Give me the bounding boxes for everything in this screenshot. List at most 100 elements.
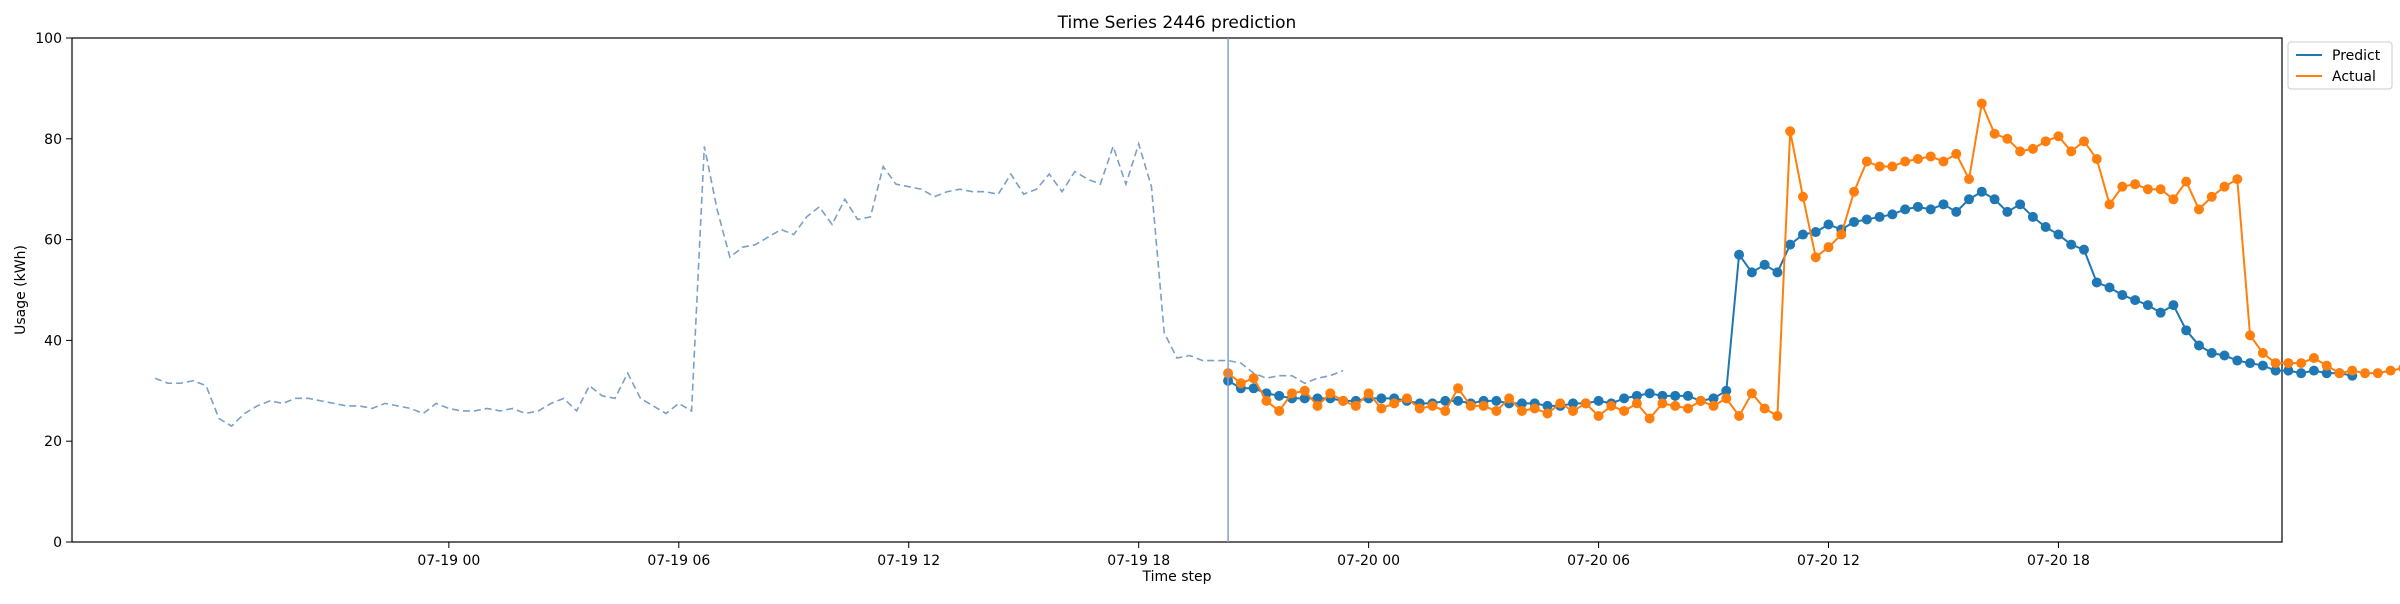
data-point-predict (1989, 194, 2000, 205)
data-point-actual (1670, 400, 1681, 411)
data-point-actual (2245, 330, 2256, 341)
data-point-predict (1542, 400, 1553, 411)
x-axis: 07-19 00 07-19 06 07-19 12 07-19 18 07-20 00… (417, 542, 2090, 569)
data-point-predict (2193, 340, 2204, 351)
data-point-predict (1810, 227, 1821, 238)
data-point-actual (1453, 383, 1464, 394)
data-point-predict (2257, 360, 2268, 371)
legend-label-actual: Actual (2332, 69, 2376, 85)
data-point-predict (1734, 249, 1745, 260)
data-point-actual (1376, 403, 1387, 414)
data-point-predict (2066, 239, 2077, 250)
data-point-predict (2002, 206, 2013, 217)
data-point-actual (2283, 358, 2294, 369)
data-point-predict (1938, 199, 1949, 210)
data-point-actual (1785, 126, 1796, 137)
data-point-actual (1797, 191, 1808, 202)
data-point-actual (2232, 174, 2243, 185)
data-point-predict (1631, 390, 1642, 401)
series-line-actual (1227, 99, 2400, 421)
data-point-actual (1542, 408, 1553, 419)
data-point-actual (2168, 194, 2179, 205)
data-point-actual (1261, 395, 1272, 406)
data-point-predict (2219, 350, 2230, 361)
data-point-predict (1797, 229, 1808, 240)
x-tick-label: 07-19 12 (877, 553, 940, 569)
data-point-actual (2308, 353, 2319, 364)
data-point-predict (1861, 214, 1872, 225)
x-tick-label: 07-19 06 (647, 553, 710, 569)
data-point-predict (1759, 259, 1770, 270)
data-point-predict (1708, 393, 1719, 404)
data-point-actual (2347, 365, 2358, 376)
data-point-actual (1912, 153, 1923, 164)
data-point-predict (2040, 222, 2051, 232)
data-point-actual (1759, 403, 1770, 414)
data-point-predict (2296, 368, 2307, 379)
data-point-actual (1580, 398, 1591, 409)
y-tick-label: 40 (44, 333, 62, 349)
data-point-predict (2027, 211, 2038, 222)
data-point-actual (2360, 368, 2371, 379)
data-point-actual (1606, 400, 1617, 411)
data-point-predict (1772, 267, 1783, 278)
data-point-actual (1746, 388, 1757, 399)
series-layer (1223, 98, 2400, 424)
data-point-actual (1964, 174, 1975, 185)
data-point-predict (1376, 393, 1387, 404)
data-point-predict (1274, 390, 1285, 401)
data-point-predict (2130, 295, 2141, 306)
data-point-actual (1312, 400, 1323, 411)
data-point-actual (1708, 400, 1719, 411)
data-point-predict (2206, 348, 2217, 358)
data-point-actual (2117, 181, 2128, 192)
data-point-predict (2321, 368, 2332, 379)
history-layer (154, 141, 1344, 428)
data-point-predict (1785, 239, 1796, 250)
data-point-predict (2155, 307, 2166, 318)
data-point-actual (1235, 378, 1246, 389)
data-point-predict (1925, 204, 1936, 215)
data-point-actual (1299, 385, 1310, 396)
data-point-actual (2334, 368, 2345, 379)
data-point-actual (1772, 411, 1783, 421)
data-point-actual (2130, 179, 2141, 190)
data-point-actual (2193, 204, 2204, 215)
data-point-actual (1529, 403, 1540, 414)
legend: Predict Actual (2287, 41, 2393, 90)
y-tick-label: 80 (44, 132, 62, 148)
data-point-actual (1657, 398, 1668, 409)
data-point-predict (2078, 244, 2089, 255)
y-tick-label: 60 (44, 233, 62, 249)
x-tick-label: 07-20 00 (1337, 553, 1400, 569)
data-point-predict (1887, 209, 1898, 220)
data-point-actual (2066, 146, 2077, 157)
data-point-actual (1478, 400, 1489, 411)
data-point-predict (1670, 390, 1681, 401)
data-point-actual (1887, 161, 1898, 172)
data-point-actual (1325, 388, 1336, 399)
data-point-actual (2219, 181, 2230, 192)
plot-area (71, 37, 2400, 543)
data-point-actual (1504, 393, 1515, 404)
data-point-actual (1925, 151, 1936, 162)
data-point-actual (2091, 153, 2102, 164)
data-point-predict (2308, 365, 2319, 376)
x-axis-label: Time step (1142, 569, 1212, 585)
data-point-predict (1849, 216, 1860, 227)
data-point-actual (1836, 229, 1847, 240)
data-point-predict (1976, 186, 1987, 197)
data-point-actual (1338, 395, 1349, 406)
data-point-actual (2206, 191, 2217, 202)
data-point-actual (1938, 156, 1949, 167)
data-point-actual (2142, 184, 2153, 195)
data-point-actual (2040, 136, 2051, 147)
data-point-predict (1568, 398, 1579, 409)
y-tick-label: 20 (44, 434, 62, 450)
data-point-predict (1491, 395, 1502, 406)
data-point-actual (1274, 405, 1285, 416)
data-point-actual (1976, 98, 1987, 109)
data-point-predict (1964, 194, 1975, 205)
data-point-actual (1440, 405, 1451, 416)
